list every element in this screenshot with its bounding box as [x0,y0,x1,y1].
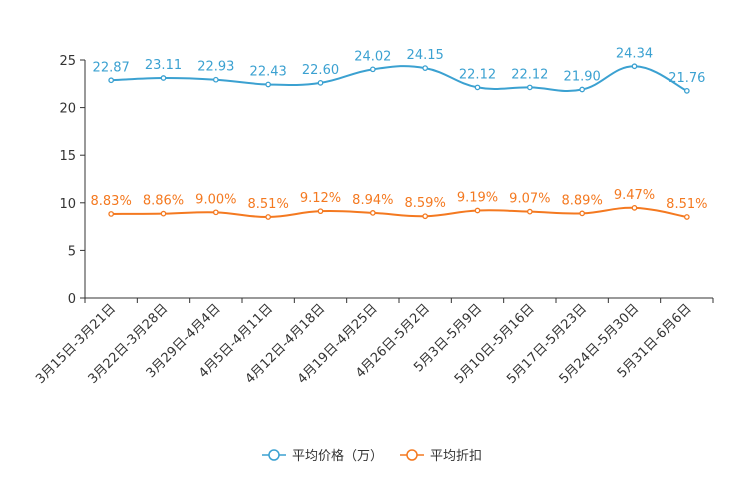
data-label: 8.51% [666,197,707,212]
data-label: 24.02 [354,49,391,64]
data-label: 22.60 [302,63,339,78]
data-point[interactable] [422,213,429,220]
legend-circle-marker [406,449,418,461]
data-point[interactable] [265,81,272,88]
y-axis: 0 5 10 15 20 25 [59,54,86,307]
data-point[interactable] [474,207,481,214]
y-tick-label: 5 [68,244,76,259]
data-label: 8.94% [352,193,393,208]
data-label: 21.90 [564,70,601,85]
y-tick-label: 10 [59,197,76,212]
data-point[interactable] [369,210,376,216]
legend-label: 平均价格（万） [292,448,383,464]
data-label: 21.76 [668,71,705,86]
data-label: 8.83% [91,194,132,209]
data-label: 22.43 [250,64,287,79]
y-tick-label: 20 [59,102,76,117]
data-label: 22.12 [459,67,496,82]
legend-label: 平均折扣 [430,449,482,464]
data-point[interactable] [212,76,219,83]
data-label: 9.00% [195,192,236,207]
data-label: 8.59% [405,196,446,211]
data-point[interactable] [160,210,167,217]
data-label: 9.19% [457,191,498,206]
data-label: 24.15 [407,48,444,63]
data-point[interactable] [160,75,167,81]
data-point[interactable] [108,211,115,217]
data-point[interactable] [631,204,638,211]
data-label: 22.93 [197,60,234,75]
data-point[interactable] [526,84,533,91]
data-label: 8.86% [143,194,184,209]
data-point[interactable] [474,84,481,91]
data-label: 9.47% [614,188,655,203]
data-label: 22.12 [511,67,548,82]
data-point[interactable] [579,210,586,217]
data-point[interactable] [683,87,690,94]
data-point[interactable] [526,208,533,215]
data-point[interactable] [212,209,219,216]
data-label: 8.51% [248,197,289,212]
series-area: 22.87 23.11 22.93 22.43 22.60 24.02 24.15 22.12… [91,46,707,220]
data-point[interactable] [265,214,272,220]
series-2: 8.83% 8.86% 9.00% 8.51% 9.12% 8.94% 8.59% 9.19%… [91,188,707,220]
legend-item-1[interactable]: 平均价格（万） [262,448,383,464]
y-tick-label: 15 [59,149,76,164]
legend-item-2[interactable]: 平均折扣 [400,449,482,464]
data-label: 24.34 [616,46,653,61]
y-tick-label: 0 [68,292,76,307]
data-label: 23.11 [145,58,182,73]
data-point[interactable] [317,208,324,215]
data-point[interactable] [631,63,638,70]
series-1: 22.87 23.11 22.93 22.43 22.60 24.02 24.15 22.12… [93,46,705,94]
data-point[interactable] [369,66,376,73]
data-label: 22.87 [93,60,130,75]
data-point[interactable] [108,77,115,84]
data-point[interactable] [683,214,690,220]
series-line [111,65,688,93]
series-line [111,206,688,218]
data-point[interactable] [579,86,586,93]
data-point[interactable] [422,65,429,71]
data-label: 8.89% [562,193,603,208]
data-label: 9.12% [300,191,341,206]
x-axis: 3月15日-3月21日3月22日-3月28日3月29日-4月4日4月5日-4月1… [33,297,714,387]
legend-circle-marker [268,449,280,461]
y-tick-label: 25 [59,54,76,69]
data-point[interactable] [317,79,324,86]
legend: 平均价格（万） 平均折扣 [262,448,482,464]
data-label: 9.07% [509,192,550,207]
